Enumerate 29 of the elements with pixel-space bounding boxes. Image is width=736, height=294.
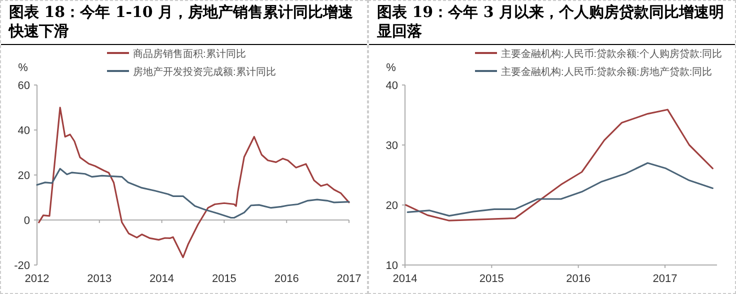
y-tick-label: 20: [386, 200, 398, 212]
y-axis-title: %: [18, 62, 28, 74]
x-tick-label: 2017: [336, 273, 362, 285]
x-tick-label: 2014: [392, 273, 418, 285]
x-tick-label: 2015: [479, 273, 504, 285]
x-tick-label: 2013: [87, 273, 112, 285]
y-tick-label: 30: [386, 140, 398, 152]
chart-title: 图表 19：今年 3 月以来，个人购房贷款同比增速明显回落: [369, 1, 735, 45]
x-tick-label: 2012: [24, 273, 50, 285]
y-tick-label: 40: [18, 125, 30, 137]
y-tick-label: 20: [18, 170, 30, 182]
legend-label: 商品房销售面积:累计同比: [133, 48, 246, 60]
x-tick-label: 2014: [150, 273, 174, 285]
chart-title: 图表 18：今年 1-10 月，房地产销售累计同比增速快速下滑: [1, 1, 367, 45]
y-tick-label: 60: [18, 80, 30, 92]
y-tick-label: 40: [386, 80, 398, 92]
y-tick-label: -20: [14, 260, 30, 272]
x-tick-label: 2015: [212, 273, 236, 285]
legend-label: 主要金融机构:人民币:贷款余额:个人购房贷款:同比: [501, 48, 722, 60]
legend-label: 房地产开发投资完成额:累计同比: [133, 66, 276, 78]
x-tick-label: 2017: [652, 273, 678, 285]
y-tick-label: 10: [386, 260, 398, 272]
x-tick-label: 2016: [274, 273, 299, 285]
line-series: [406, 162, 714, 217]
legend-label: 主要金融机构:人民币:贷款余额:房地产贷款:同比: [501, 66, 712, 78]
x-tick-label: 2016: [566, 273, 591, 285]
line-series: [405, 108, 714, 222]
y-axis-title: %: [386, 62, 396, 74]
y-tick-label: 0: [24, 215, 30, 227]
